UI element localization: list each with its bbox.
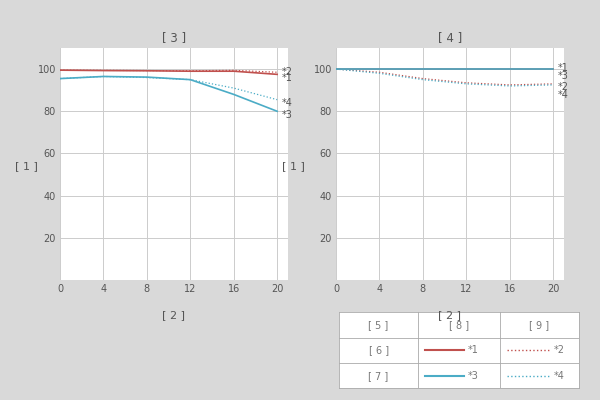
Text: *3: *3	[557, 71, 568, 81]
Text: [ 9 ]: [ 9 ]	[529, 320, 550, 330]
Text: *4: *4	[281, 98, 292, 108]
Text: [ 2 ]: [ 2 ]	[439, 310, 461, 320]
Title: [ 4 ]: [ 4 ]	[438, 31, 462, 44]
Title: [ 3 ]: [ 3 ]	[162, 31, 186, 44]
Text: *2: *2	[281, 67, 292, 77]
Text: *1: *1	[557, 64, 568, 74]
Text: *1: *1	[467, 345, 478, 355]
Text: *4: *4	[557, 90, 568, 100]
Text: [ 1 ]: [ 1 ]	[15, 161, 38, 171]
Text: *1: *1	[281, 73, 292, 83]
Text: [ 5 ]: [ 5 ]	[368, 320, 389, 330]
Text: [ 6 ]: [ 6 ]	[368, 345, 389, 355]
Text: [ 1 ]: [ 1 ]	[282, 161, 305, 171]
Text: *3: *3	[467, 371, 478, 381]
Text: *4: *4	[554, 371, 565, 381]
Text: [ 8 ]: [ 8 ]	[449, 320, 469, 330]
Text: [ 7 ]: [ 7 ]	[368, 371, 389, 381]
Text: *2: *2	[554, 345, 565, 355]
Text: *3: *3	[281, 110, 292, 120]
Text: [ 2 ]: [ 2 ]	[163, 310, 185, 320]
Text: *2: *2	[557, 82, 568, 92]
